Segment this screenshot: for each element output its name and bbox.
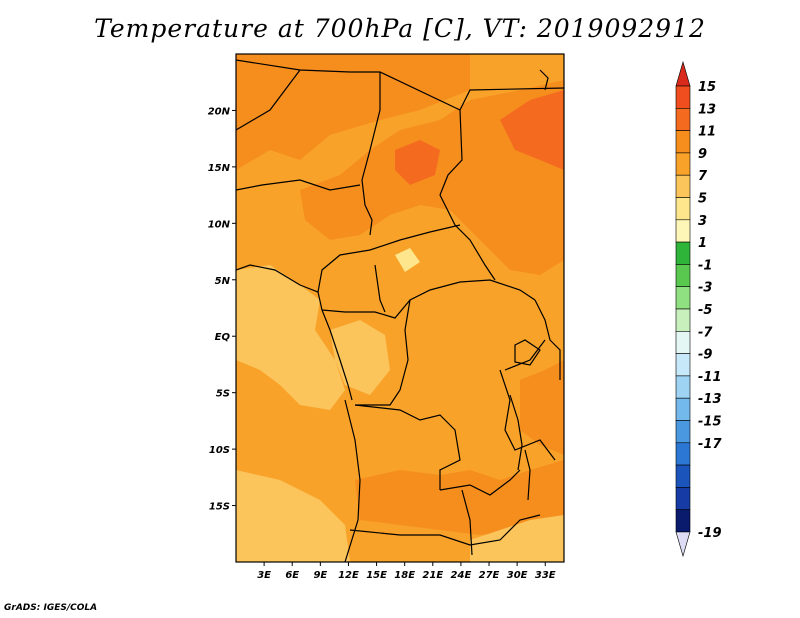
field-region-7to9-atlantic <box>236 265 345 410</box>
border-line <box>236 69 301 131</box>
lat-tick-label: 20N <box>208 106 231 117</box>
border-line <box>534 299 561 380</box>
lon-tick-label: 24E <box>451 570 472 581</box>
colorbar-label: 9 <box>698 147 707 162</box>
border-line <box>349 514 541 546</box>
colorbar-swatch <box>675 397 691 421</box>
lake-outline <box>524 449 531 501</box>
colorbar-swatch <box>675 375 691 399</box>
lon-tick-label: 15E <box>366 570 387 581</box>
colorbar-swatch <box>675 108 691 131</box>
colorbar-label: -7 <box>698 325 713 340</box>
colorbar-label: -15 <box>698 415 722 430</box>
coastline <box>317 291 353 401</box>
lon-tick-label: 6E <box>285 570 299 581</box>
lon-tick-label: 3E <box>257 570 271 581</box>
colorbar-swatch <box>675 442 691 466</box>
lat-tick-label: 15N <box>208 163 231 174</box>
colorbar-swatch <box>675 464 691 488</box>
colorbar: 15 13 11 9 7 5 3 1 -1 -3 -5 -7 -9 -11 -13 -15 -17 -19 <box>675 60 722 558</box>
temperature-field <box>236 54 564 562</box>
colorbar-label: 13 <box>698 102 716 117</box>
latitude-axis: 20N 15N 10N 5N EQ 5S 10S 15S <box>208 106 236 513</box>
colorbar-top-arrow <box>675 60 691 87</box>
lat-tick-label: 15S <box>209 502 230 513</box>
colorbar-label: -1 <box>698 258 712 273</box>
colorbar-label: 1 <box>698 236 707 251</box>
colorbar-swatch <box>675 353 691 377</box>
colorbar-swatch <box>675 330 691 354</box>
field-region-11to13-sahel <box>300 80 564 275</box>
colorbar-label: 5 <box>698 192 707 207</box>
field-region-13to15-chad <box>395 140 440 185</box>
colorbar-label: -3 <box>698 281 712 296</box>
country-borders <box>236 59 564 562</box>
border-line <box>439 469 521 496</box>
colorbar-label: -11 <box>698 370 722 385</box>
border-line <box>499 369 556 461</box>
border-line <box>354 404 461 490</box>
colorbar-swatch <box>675 174 691 198</box>
lake-outline <box>514 339 541 366</box>
colorbar-label: -17 <box>698 437 722 452</box>
lon-tick-label: 27E <box>479 570 500 581</box>
lake-outline <box>509 394 523 471</box>
colorbar-swatch <box>675 130 691 154</box>
coastline <box>539 69 549 91</box>
colorbar-swatch <box>675 85 691 109</box>
lat-tick-label: EQ <box>215 332 231 343</box>
colorbar-label: 3 <box>698 214 707 229</box>
lon-tick-label: 12E <box>338 570 359 581</box>
lat-tick-label: 10S <box>209 445 230 456</box>
border-line <box>374 264 386 313</box>
colorbar-swatch <box>675 487 691 510</box>
map-frame <box>235 53 565 563</box>
border-line <box>355 299 411 406</box>
colorbar-swatch <box>675 152 691 176</box>
colorbar-label: 11 <box>698 125 716 140</box>
colorbar-swatch <box>675 241 691 265</box>
lat-tick-label: 10N <box>208 219 231 230</box>
colorbar-swatch <box>675 219 691 243</box>
colorbar-swatch <box>675 509 691 533</box>
colorbar-swatch <box>675 308 691 332</box>
lon-tick-label: 18E <box>394 570 415 581</box>
field-region-7to9-southwest <box>236 470 350 562</box>
border-line <box>439 109 496 281</box>
colorbar-label: -19 <box>698 526 722 541</box>
field-region-11to13-north <box>236 54 470 170</box>
colorbar-label: -5 <box>698 303 712 318</box>
border-line <box>344 399 361 562</box>
lat-tick-label: 5S <box>216 389 230 400</box>
colorbar-bottom-arrow <box>675 531 691 558</box>
colorbar-swatch <box>675 420 691 444</box>
field-region-7to9-central <box>395 248 420 272</box>
border-line <box>504 339 546 371</box>
border-line <box>236 179 361 191</box>
border-line <box>321 279 536 319</box>
field-region-11to13-east <box>520 360 564 455</box>
colorbar-label: 7 <box>698 169 708 184</box>
lat-tick-label: 5N <box>215 276 231 287</box>
border-line <box>361 72 381 236</box>
colorbar-label: -9 <box>698 348 712 363</box>
colorbar-swatch <box>675 264 691 287</box>
lon-tick-label: 21E <box>422 570 443 581</box>
lon-tick-label: 33E <box>535 570 556 581</box>
field-region-13to15-northeast <box>500 90 564 170</box>
colorbar-swatch <box>675 197 691 221</box>
colorbar-swatch <box>675 286 691 310</box>
grads-credit: GrADS: IGES/COLA <box>4 603 98 613</box>
lon-tick-label: 9E <box>313 570 327 581</box>
chart-title: Temperature at 700hPa [C], VT: 201909291… <box>94 14 706 43</box>
field-region-7to9-southeast <box>470 515 564 562</box>
border-line <box>461 489 473 556</box>
colorbar-label: -13 <box>698 392 722 407</box>
border-line <box>236 224 461 293</box>
lon-tick-label: 30E <box>507 570 528 581</box>
longitude-axis: 3E 6E 9E 12E 15E 18E 21E 24E 27E 30E 33E <box>257 562 556 581</box>
colorbar-label: 15 <box>698 80 716 95</box>
